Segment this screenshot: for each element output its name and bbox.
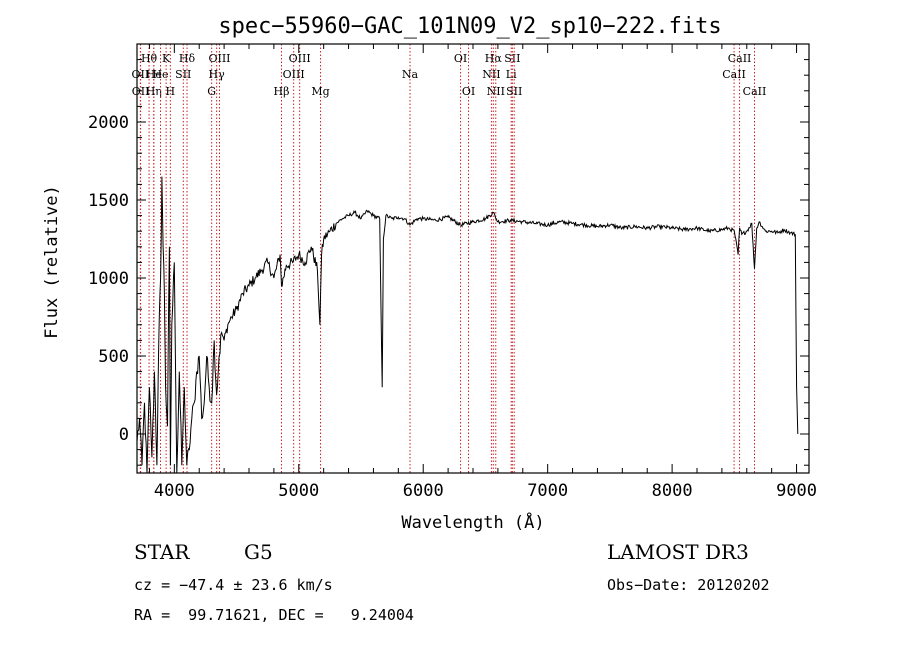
x-tick-label: 7000: [527, 481, 568, 501]
chart-title: spec−55960−GAC_101N09_V2_sp10−222.fits: [218, 14, 721, 39]
line-marker-label: NII: [487, 85, 505, 98]
line-marker-label: H: [166, 85, 176, 98]
line-marker-label: Na: [402, 68, 419, 81]
y-tick-label: 1500: [88, 191, 129, 211]
line-marker-label: Hγ: [209, 68, 226, 81]
y-tick-label: 0: [119, 425, 129, 445]
x-axis-label: Wavelength (Å): [401, 511, 544, 533]
line-marker-label: OI: [462, 85, 475, 98]
line-marker-label: CaII: [728, 52, 752, 65]
line-marker-label: CaII: [722, 68, 746, 81]
line-marker-label: Li: [506, 68, 517, 81]
line-marker-label: Hδ: [179, 52, 196, 65]
line-marker-label: He: [152, 68, 168, 81]
line-marker-label: Hθ: [141, 52, 158, 65]
coordinates-readout: RA = 99.71621, DEC = 9.24004: [134, 606, 414, 624]
x-tick-label: 8000: [652, 481, 693, 501]
spectral-line-markers: HθOIIOIIHeHηHeKHSIIHδGHγOIIIHβOIIIOIIIMg…: [132, 44, 767, 473]
line-marker-label: Mg: [311, 85, 329, 98]
line-marker-label: OI: [454, 52, 467, 65]
object-class: STAR: [134, 540, 190, 564]
y-tick-label: 2000: [88, 113, 129, 133]
line-marker-label: G: [207, 85, 216, 98]
line-marker-label: K: [162, 52, 171, 65]
flux-series-line: [136, 176, 799, 474]
line-marker-label: OIII: [283, 68, 305, 81]
line-marker-label: He: [146, 68, 162, 81]
x-tick-label: 5000: [278, 481, 319, 501]
line-marker-label: OIII: [208, 52, 230, 65]
line-marker-label: OII: [132, 85, 150, 98]
line-marker-label: OIII: [289, 52, 311, 65]
y-tick-label: 1000: [88, 269, 129, 289]
x-tick-label: 4000: [154, 481, 195, 501]
y-axis-label: Flux (relative): [42, 185, 62, 339]
line-marker-label: Hβ: [274, 85, 290, 98]
survey-name: LAMOST DR3: [607, 540, 749, 564]
obs-date: Obs−Date: 20120202: [607, 576, 770, 594]
x-tick-label: 6000: [403, 481, 444, 501]
line-marker-label: Hη: [146, 85, 162, 98]
line-marker-label: CaII: [743, 85, 767, 98]
y-tick-labels: 0 500 1000 1500 2000: [88, 113, 129, 445]
y-tick-label: 500: [98, 347, 129, 367]
plot-frame: [136, 43, 810, 474]
line-marker-label: SII: [504, 52, 520, 65]
axis-ticks: [137, 44, 809, 473]
object-subclass: G5: [244, 540, 273, 564]
line-marker-label: SII: [506, 85, 522, 98]
line-marker-label: NII: [482, 68, 500, 81]
line-marker-label: SII: [175, 68, 191, 81]
redshift-readout: cz = −47.4 ± 23.6 km/s: [134, 576, 333, 594]
line-marker-label: Hα: [485, 52, 503, 65]
x-tick-labels: 4000 5000 6000 7000 8000 9000: [154, 481, 817, 501]
x-tick-label: 9000: [776, 481, 817, 501]
line-marker-label: OII: [132, 68, 150, 81]
